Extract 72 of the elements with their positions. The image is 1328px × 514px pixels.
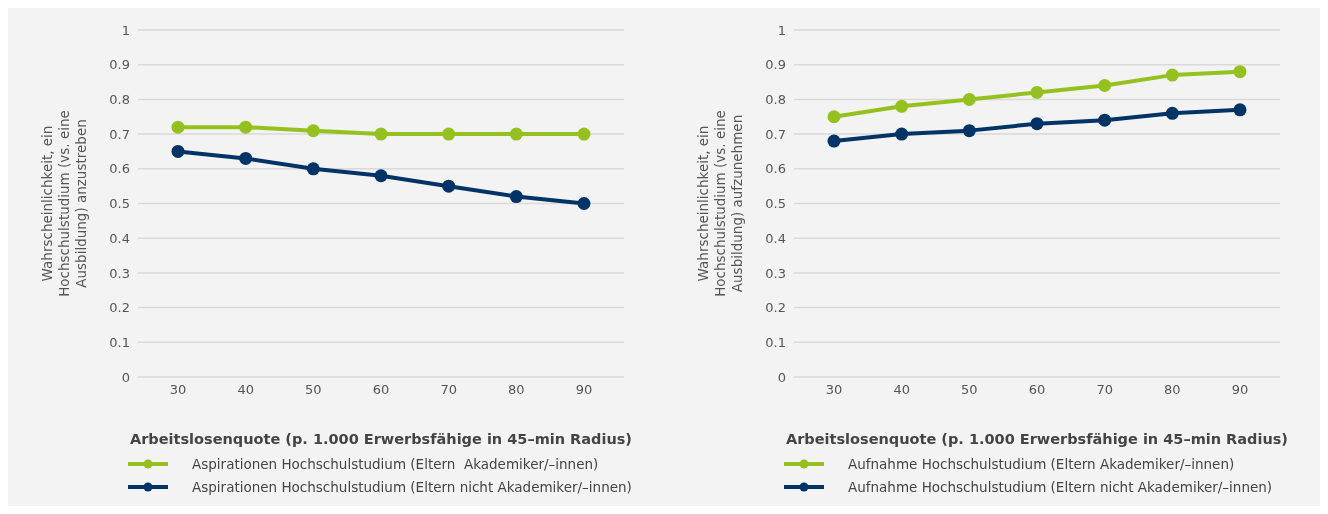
x-axis-title: Arbeitslosenquote (p. 1.000 Erwerbsfähige in 45–min Radius) <box>786 431 1288 447</box>
point <box>895 99 909 113</box>
x-tick-label: 60 <box>372 382 390 398</box>
point <box>442 179 456 193</box>
x-tick-label: 70 <box>440 382 457 398</box>
point <box>1098 79 1112 93</box>
y-tick-label: 0.1 <box>765 334 786 350</box>
x-tick-label: 90 <box>1231 382 1249 398</box>
x-tick-label: 80 <box>508 382 525 398</box>
point <box>306 124 320 138</box>
y-tick-label: 0.4 <box>765 230 786 246</box>
point <box>306 162 320 176</box>
point <box>374 169 388 183</box>
point <box>1233 65 1247 79</box>
point <box>962 124 976 138</box>
legend-label: Aufnahme Hochschulstudium (Eltern nicht Akademiker/–innen) <box>848 478 1273 495</box>
y-tick-label: 0.6 <box>765 161 786 177</box>
point <box>1030 85 1044 99</box>
point <box>1098 113 1112 127</box>
y-tick-label: 0.6 <box>109 161 130 177</box>
point <box>577 197 591 210</box>
x-tick-label: 80 <box>1164 382 1181 398</box>
point <box>239 120 253 134</box>
point <box>509 190 523 204</box>
legend-label: Aspirationen Hochschulstudium (Eltern nicht Akademiker/–innen) <box>192 478 632 495</box>
point <box>1165 106 1179 120</box>
x-tick-label: 40 <box>893 382 910 398</box>
y-tick-label: 0.3 <box>765 265 786 281</box>
x-tick-label: 50 <box>961 382 978 398</box>
point <box>1165 68 1179 82</box>
point <box>1233 103 1247 117</box>
y-tick-label: 0.2 <box>109 300 130 316</box>
y-tick-label: 0 <box>777 369 786 385</box>
y-tick-label: 0.8 <box>109 92 130 108</box>
y-tick-label: 0.4 <box>109 230 130 246</box>
x-tick-label: 30 <box>169 382 187 398</box>
point <box>827 134 841 148</box>
x-axis-title: Arbeitslosenquote (p. 1.000 Erwerbsfähige in 45–min Radius) <box>130 431 632 447</box>
y-tick-label: 0.1 <box>109 334 130 350</box>
y-axis-title: Wahrscheinlichkeit, ein Hochschulstudium (vs. eine Ausbildung) aufzunehmen <box>695 110 745 297</box>
point <box>1030 117 1044 131</box>
y-tick-label: 0.5 <box>765 196 786 212</box>
x-tick-label: 50 <box>305 382 322 398</box>
y-tick-label: 0.7 <box>109 126 130 142</box>
y-tick-label: 0.7 <box>765 126 786 142</box>
point <box>171 120 185 134</box>
point <box>895 127 909 141</box>
point <box>442 127 456 141</box>
y-tick-label: 0.3 <box>109 265 130 281</box>
y-tick-label: 1 <box>121 22 130 38</box>
point <box>509 127 523 141</box>
y-tick-label: 0.9 <box>765 57 786 73</box>
point <box>827 110 841 124</box>
legend-label: Aufnahme Hochschulstudium (Eltern Akademiker/–innen) <box>848 455 1235 472</box>
x-tick-label: 90 <box>575 382 593 398</box>
x-tick-label: 70 <box>1096 382 1113 398</box>
y-tick-label: 0.2 <box>765 300 786 316</box>
point <box>171 144 185 158</box>
y-tick-label: 0.9 <box>109 57 130 73</box>
y-tick-label: 0 <box>121 369 130 385</box>
point <box>577 127 591 141</box>
point <box>962 92 976 106</box>
x-tick-label: 60 <box>1028 382 1046 398</box>
legend-label: Aspirationen Hochschulstudium (Eltern Akademiker/–innen) <box>192 455 599 472</box>
x-tick-label: 30 <box>825 382 843 398</box>
x-tick-label: 40 <box>237 382 254 398</box>
y-tick-label: 0.8 <box>765 92 786 108</box>
y-axis-title: Wahrscheinlichkeit, ein Hochschulstudium (vs. eine Ausbildung) anzustreben <box>39 110 89 297</box>
point <box>374 127 388 141</box>
y-tick-label: 0.5 <box>109 196 130 212</box>
point <box>239 151 253 165</box>
y-tick-label: 1 <box>777 22 786 38</box>
